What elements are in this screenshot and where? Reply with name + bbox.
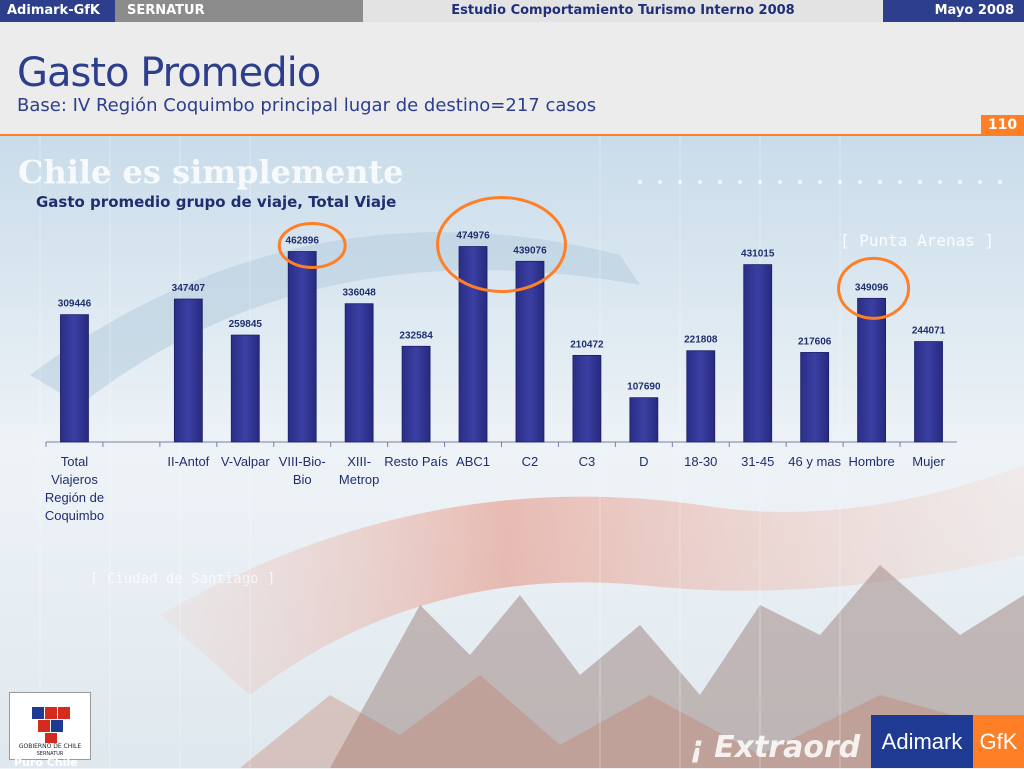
x-axis-label-line: V-Valpar (220, 454, 270, 469)
x-axis-label-line: ABC1 (456, 454, 491, 469)
study-title: Estudio Comportamiento Turismo Interno 2… (363, 0, 883, 22)
bar-value-label: 217606 (798, 336, 832, 347)
puro-chile-label: Puro Chile (14, 756, 78, 769)
bar-value-label: 259845 (229, 319, 263, 330)
punta-arenas-text: [ Punta Arenas ] (840, 231, 994, 250)
x-axis-label-line: Total (60, 454, 89, 469)
x-axis-label-line: 46 y mas (788, 454, 842, 469)
extraord-text: ¡ Extraord (690, 730, 861, 765)
bar-value-label: 221808 (684, 335, 718, 346)
x-axis-label: XIII- Metrop (327, 453, 391, 489)
x-axis-label-line: C2 (521, 454, 539, 469)
x-axis-label-line: C3 (578, 454, 596, 469)
gobierno-label: GOBIERNO DE CHILE (18, 743, 82, 750)
bar (60, 314, 89, 443)
client-label: SERNATUR (115, 0, 363, 22)
bar (287, 251, 317, 443)
x-axis-label: Mujer (897, 453, 961, 471)
x-axis-label: Hombre (840, 453, 904, 471)
x-axis-label-line: Hombre (848, 454, 895, 469)
page-title: Gasto Promedio (17, 50, 321, 96)
x-axis-label-line: Metrop (338, 472, 380, 487)
bar (173, 298, 203, 443)
red-swoosh (160, 465, 1024, 695)
bar-value-label: 347407 (172, 283, 206, 294)
header-panel (0, 22, 1024, 134)
bar (743, 264, 773, 443)
santiago-text: [ Ciudad de Santiago ] (90, 571, 275, 587)
bar (230, 334, 260, 443)
bar-chart: 309446 347407 259845 462896 336048 232584 4749… (45, 196, 957, 447)
bar-value-label: 210472 (570, 339, 604, 350)
bar-value-label: 244071 (912, 326, 946, 337)
page-number-badge: 110 (981, 115, 1024, 135)
slogan-text: Chile es simplemente (18, 153, 404, 191)
x-axis-label-line: 31-45 (741, 454, 775, 469)
bar-value-label: 309446 (58, 299, 92, 310)
highlight-circle (277, 222, 347, 270)
x-axis-label-line: Resto País (384, 454, 448, 469)
x-axis-label-line: Bio (292, 472, 312, 487)
bar (686, 350, 716, 443)
gfk-logo-text: GfK (973, 715, 1024, 768)
bar-value-label: 439076 (513, 245, 547, 256)
bar (344, 303, 374, 443)
bar (458, 246, 488, 443)
x-axis-label: Total Viajeros Región de Coquimbo (42, 453, 106, 525)
x-axis-label: D (612, 453, 676, 471)
highlight-circle (436, 196, 567, 294)
arch-band (30, 232, 640, 405)
bar-value-label: 107690 (627, 382, 661, 393)
x-axis-label-line: Viajeros (51, 472, 98, 487)
x-axis-label-line: 18-30 (684, 454, 718, 469)
bar (515, 260, 545, 443)
mountains-front (240, 675, 1024, 768)
background-scenery: Chile es simplemente [ Punta Arenas ] [ … (0, 135, 1024, 768)
x-axis-label: 31-45 (726, 453, 790, 471)
x-axis-label-line: Coquimbo (44, 508, 105, 523)
bar (572, 354, 602, 443)
bar-value-label: 431015 (741, 249, 775, 260)
x-axis-label: VIII-Bio- Bio (270, 453, 334, 489)
x-axis-label: C3 (555, 453, 619, 471)
page-subtitle: Base: IV Región Coquimbo principal lugar… (17, 95, 597, 116)
x-axis-label: ABC1 (441, 453, 505, 471)
x-axis-label: II-Antof (156, 453, 220, 471)
bar-value-label: 336048 (342, 288, 376, 299)
highlight-circle (837, 256, 911, 320)
bar (629, 397, 659, 443)
bar (914, 341, 943, 443)
adimark-gfk-logo: Adimark GfK (871, 715, 1024, 768)
x-axis-label-line: Región de (44, 490, 105, 505)
x-axis-label: 46 y mas (783, 453, 847, 471)
bar-value-label: 474976 (456, 231, 490, 242)
x-axis-label-line: Mujer (912, 454, 945, 469)
x-axis-label-line: II-Antof (167, 454, 210, 469)
bar-value-label: 349096 (855, 282, 889, 293)
bar (857, 297, 886, 443)
x-axis-label-line: VIII-Bio- (278, 454, 326, 469)
gobierno-logo: GOBIERNO DE CHILE SERNATUR (9, 692, 91, 760)
x-axis-label-line: D (639, 454, 649, 469)
adimark-logo-text: Adimark (871, 715, 973, 768)
x-axis-label: C2 (498, 453, 562, 471)
bar-value-label: 462896 (286, 236, 320, 247)
bar (800, 352, 830, 443)
chart-title: Gasto promedio grupo de viaje, Total Via… (36, 193, 397, 211)
header-divider (0, 134, 1024, 136)
date-label: Mayo 2008 (883, 0, 1024, 22)
top-bar: Adimark-GfK SERNATUR Estudio Comportamie… (0, 0, 1024, 22)
sernatur-label: SERNATUR (36, 751, 64, 757)
x-axis-label: 18-30 (669, 453, 733, 471)
bar (401, 345, 431, 443)
bar-value-label: 232584 (399, 330, 433, 341)
mountains (330, 565, 1024, 768)
x-axis-label-line: XIII- (347, 454, 372, 469)
x-axis-label: V-Valpar (213, 453, 277, 471)
gobierno-emblem-icon (32, 707, 70, 743)
brand-label: Adimark-GfK (0, 0, 115, 22)
x-axis-label: Resto País (384, 453, 448, 471)
